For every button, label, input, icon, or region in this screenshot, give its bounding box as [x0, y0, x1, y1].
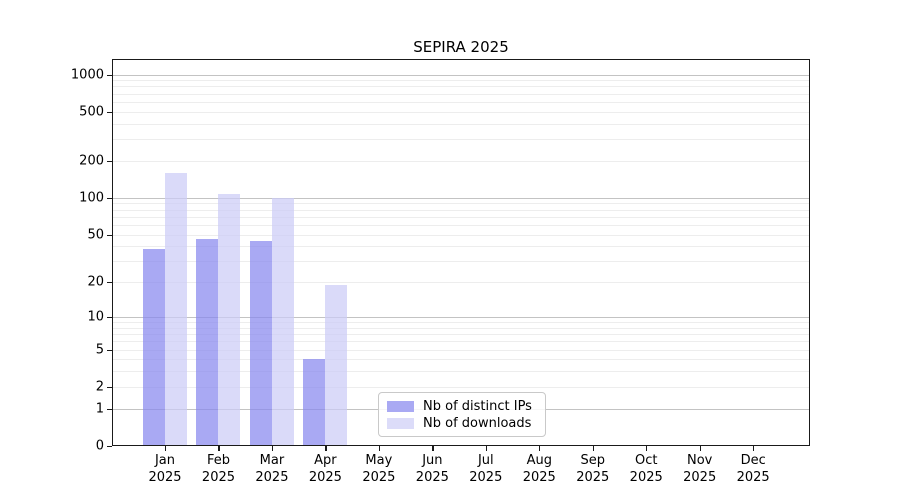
legend-item-downloads: Nb of downloads: [387, 415, 537, 432]
x-tick-mark: [753, 446, 755, 451]
x-tick-mark: [699, 446, 701, 451]
gridline-minor: [113, 261, 809, 263]
y-tick-mark: [107, 234, 112, 236]
y-axis-tick-label: 20: [87, 274, 104, 290]
y-tick-mark: [107, 408, 112, 410]
x-tick-mark: [646, 446, 648, 451]
gridline-minor: [113, 371, 809, 373]
y-tick-mark: [107, 446, 112, 448]
y-tick-mark: [107, 282, 112, 284]
y-axis-tick-label: 1: [95, 401, 104, 417]
chart-title: SEPIRA 2025: [413, 38, 509, 56]
x-tick-mark: [325, 446, 327, 451]
x-tick-mark: [271, 446, 274, 451]
x-tick-mark: [378, 446, 381, 451]
x-axis-tick-label-may-2025: May 2025: [362, 453, 396, 485]
gridline-minor: [113, 359, 809, 361]
x-tick-mark: [485, 446, 487, 451]
legend-swatch-downloads: [387, 418, 414, 429]
gridline-minor: [113, 93, 809, 95]
y-tick-mark: [107, 386, 112, 389]
y-axis-tick-label: 50: [87, 227, 104, 243]
bar-nb-of-downloads-mar-2025: [271, 197, 294, 446]
gridline-minor: [113, 322, 809, 324]
x-axis-tick-label-aug-2025: Aug 2025: [522, 453, 556, 485]
gridline-major: [113, 197, 809, 199]
gridline-minor: [113, 209, 809, 211]
bar-nb-of-downloads-jan-2025: [165, 173, 187, 446]
gridline-minor: [113, 386, 809, 388]
x-axis-tick-label-dec-2025: Dec 2025: [736, 453, 770, 485]
legend-label-downloads: Nb of downloads: [423, 416, 532, 431]
x-axis-tick-label-mar-2025: Mar 2025: [255, 453, 289, 485]
gridline-minor: [113, 349, 809, 351]
x-tick-mark: [432, 446, 434, 451]
y-tick-mark: [107, 160, 112, 163]
gridline-minor: [113, 160, 809, 162]
x-axis-tick-label-feb-2025: Feb 2025: [201, 453, 236, 485]
legend: Nb of distinct IPs Nb of downloads: [378, 392, 546, 437]
gridline-minor: [113, 334, 809, 336]
x-tick-mark: [218, 446, 220, 451]
legend-swatch-distinct-ips: [387, 401, 414, 412]
gridline-minor: [113, 101, 809, 103]
y-axis-tick-label: 2: [95, 379, 104, 395]
legend-label-distinct-ips: Nb of distinct IPs: [423, 399, 532, 414]
x-axis-tick-label-jan-2025: Jan 2025: [148, 453, 182, 485]
x-axis-tick-label-nov-2025: Nov 2025: [683, 453, 717, 485]
gridline-minor: [113, 86, 809, 88]
y-axis-tick-label: 200: [79, 153, 104, 169]
y-tick-mark: [107, 74, 112, 76]
gridline-minor: [113, 203, 809, 205]
gridline-minor: [113, 234, 809, 236]
gridline-minor: [113, 80, 809, 82]
y-axis-tick-label: 500: [79, 104, 104, 120]
x-tick-mark: [592, 446, 594, 451]
x-axis-tick-label-jun-2025: Jun 2025: [415, 453, 449, 485]
gridline-major: [113, 317, 809, 319]
gridline-minor: [113, 282, 809, 284]
y-tick-mark: [107, 111, 112, 113]
y-axis-tick-label: 10: [87, 309, 104, 325]
y-axis-tick-label: 1000: [70, 67, 104, 82]
x-axis-tick-label-sep-2025: Sep 2025: [576, 453, 610, 485]
y-tick-mark: [107, 317, 112, 319]
gridline-minor: [113, 246, 809, 248]
gridline-minor: [113, 216, 809, 218]
x-tick-mark: [539, 446, 541, 451]
y-axis-tick-label: 0: [95, 438, 104, 454]
x-axis-tick-label-jul-2025: Jul 2025: [469, 453, 503, 485]
gridline-minor: [113, 224, 809, 226]
bar-nb-of-distinct-ips-jan-2025: [143, 249, 165, 446]
y-axis-tick-label: 5: [95, 342, 104, 358]
gridline-minor: [113, 111, 809, 113]
bar-nb-of-distinct-ips-apr-2025: [303, 359, 326, 446]
gridline-minor: [113, 123, 809, 125]
legend-item-distinct-ips: Nb of distinct IPs: [387, 398, 537, 415]
gridline-minor: [113, 341, 809, 343]
bar-nb-of-downloads-apr-2025: [325, 284, 348, 446]
x-axis-tick-label-apr-2025: Apr 2025: [308, 453, 342, 485]
bar-nb-of-distinct-ips-feb-2025: [196, 238, 219, 446]
bar-nb-of-downloads-feb-2025: [218, 194, 241, 446]
gridline-major: [113, 74, 809, 76]
gridline-minor: [113, 327, 809, 329]
bar-nb-of-distinct-ips-mar-2025: [249, 241, 272, 446]
x-axis-tick-label-oct-2025: Oct 2025: [629, 453, 663, 485]
y-tick-mark: [107, 349, 112, 351]
y-axis-tick-label: 100: [79, 190, 104, 206]
axis-frame: [112, 59, 810, 446]
x-tick-mark: [165, 446, 167, 451]
gridline-minor: [113, 139, 809, 141]
y-tick-mark: [107, 197, 112, 200]
